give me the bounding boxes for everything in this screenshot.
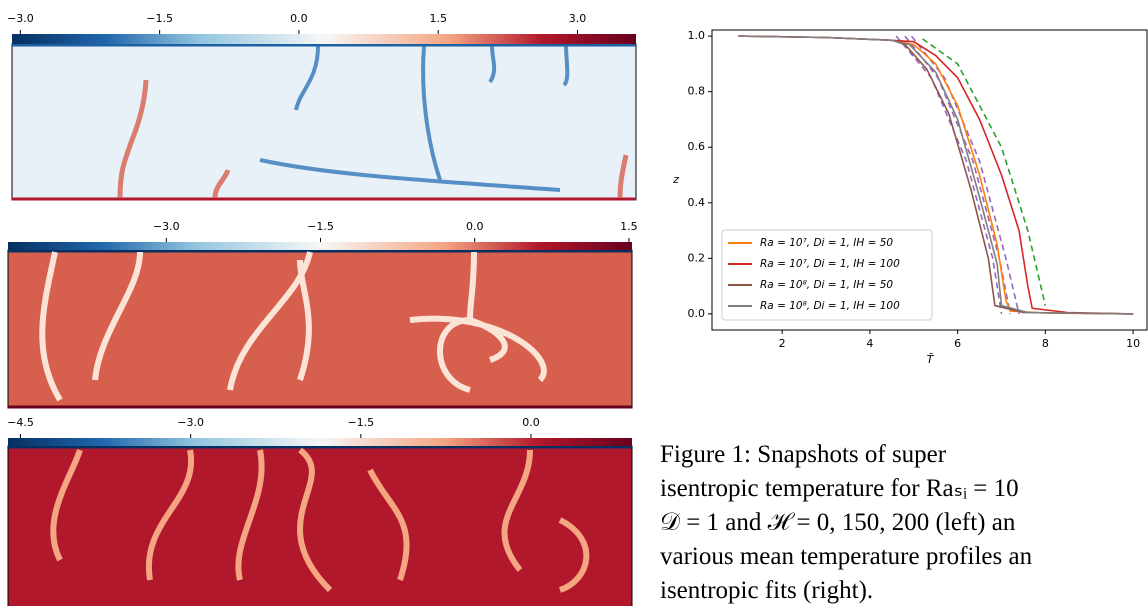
colorbar-tick-label: −1.5	[347, 416, 374, 429]
colorbar-tick-label: 1.5	[429, 12, 447, 25]
legend-box	[721, 229, 933, 321]
y-tick-label: 0.0	[688, 307, 706, 320]
snapshot-3	[7, 445, 633, 610]
caption-line: isentropic temperature for Raₛᵢ = 10	[660, 475, 1019, 502]
y-tick-label: 1.0	[688, 29, 706, 42]
x-axis-label: T̄	[927, 353, 935, 366]
colorbar	[8, 438, 632, 446]
x-tick-label: 4	[866, 337, 873, 350]
colorbar-tick-label: −3.0	[7, 12, 34, 25]
x-tick-label: 10	[1126, 337, 1140, 350]
colorbar-tick-label: 1.5	[620, 220, 638, 233]
colorbar-tick-label: −3.0	[153, 220, 180, 233]
colorbar-tick-label: −1.5	[307, 220, 334, 233]
colorbar-tick-label: −1.5	[146, 12, 173, 25]
x-tick-label: 8	[1042, 337, 1049, 350]
profile-line	[738, 35, 1134, 315]
colorbar	[8, 242, 632, 250]
snapshot-1	[11, 43, 637, 201]
legend-label: Ra = 10⁸, Di = 1, IH = 100	[760, 300, 900, 312]
y-tick-label: 0.4	[688, 196, 706, 209]
caption-line: isentropic fits (right).	[660, 577, 873, 604]
colorbar-tick-label: 0.0	[466, 220, 484, 233]
x-tick-label: 6	[954, 337, 961, 350]
y-tick-label: 0.2	[688, 251, 706, 264]
fit-line	[910, 35, 1020, 315]
caption-line: various mean temperature profiles an	[660, 543, 1033, 570]
y-tick-label: 0.8	[688, 85, 706, 98]
legend-label: Ra = 10⁸, Di = 1, IH = 50	[760, 279, 893, 291]
colorbar	[12, 34, 636, 44]
caption-line: Figure 1: Snapshots of super	[660, 441, 947, 468]
colorbar-tick-label: −3.0	[177, 416, 204, 429]
colorbars: −3.0 −1.5 0.0 1.5 3.0 −3.0 −1.5 0.0 1.5 −4.5 −3.0 −…	[7, 12, 638, 446]
plot-frame	[711, 29, 1148, 331]
fit-line	[922, 38, 1047, 306]
caption-line: 𝒟 = 1 and ℋ = 0, 150, 200 (left) an	[660, 509, 1016, 536]
y-axis-label: z	[672, 173, 679, 186]
legend-label: Ra = 10⁷, Di = 1, IH = 100	[760, 258, 900, 270]
colorbar-tick-label: 3.0	[569, 12, 587, 25]
snapshot-2	[7, 249, 633, 409]
legend-label: Ra = 10⁷, Di = 1, IH = 50	[760, 237, 893, 249]
x-tick-label: 2	[779, 337, 786, 350]
caption: Figure 1: Snapshots of super isentropic t…	[660, 441, 1033, 604]
profile-chart: 2 4 6 8 10 0.0 0.2 0.4 0.6 0.8 1.0 T̄ z Ra = 10⁷, Di …	[672, 29, 1148, 366]
colorbar-tick-label: 0.0	[522, 416, 540, 429]
y-tick-label: 0.6	[688, 140, 706, 153]
fit-line	[895, 35, 1003, 315]
colorbar-tick-label: −4.5	[7, 416, 34, 429]
colorbar-tick-label: 0.0	[290, 12, 308, 25]
